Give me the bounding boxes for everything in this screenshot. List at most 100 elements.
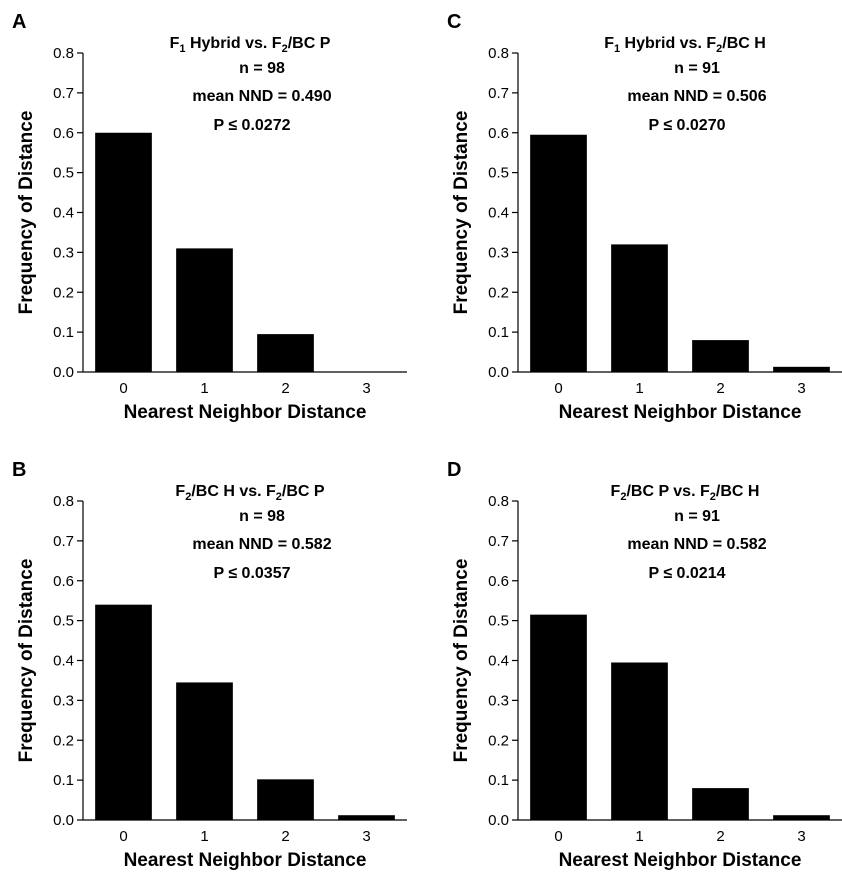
bar-2 xyxy=(692,340,749,372)
annotation-mean-nnd: mean NND = 0.582 xyxy=(192,536,331,553)
x-tick-label: 3 xyxy=(797,380,805,397)
title-subscript: 1 xyxy=(179,43,185,55)
y-tick-label: 0.0 xyxy=(53,364,74,381)
annotation-n: n = 98 xyxy=(239,60,285,77)
y-tick-label: 0.5 xyxy=(53,613,74,630)
title-text: /BC P xyxy=(288,35,331,52)
y-tick-label: 0.8 xyxy=(53,45,74,62)
bar-3 xyxy=(338,815,395,820)
title-text: F xyxy=(604,35,614,52)
y-tick-label: 0.4 xyxy=(53,205,74,222)
title-text: Hybrid vs. F xyxy=(620,35,716,52)
y-tick-label: 0.7 xyxy=(53,533,74,550)
panel-letter: B xyxy=(12,459,26,481)
y-tick-label: 0.1 xyxy=(488,772,509,789)
y-tick-label: 0.2 xyxy=(53,284,74,301)
chart-title: F2/BC P vs. F2/BC H xyxy=(611,483,760,503)
title-text: F xyxy=(611,483,621,500)
y-axis-title: Frequency of Distance xyxy=(16,111,37,315)
title-text: /BC H xyxy=(722,35,766,52)
y-tick-label: 0.6 xyxy=(53,125,74,142)
annotation-mean-nnd: mean NND = 0.506 xyxy=(627,88,766,105)
x-tick-label: 3 xyxy=(797,828,805,845)
title-subscript: 2 xyxy=(185,491,191,503)
y-tick-label: 0.7 xyxy=(488,533,509,550)
x-tick-label: 1 xyxy=(200,828,208,845)
y-axis-title: Frequency of Distance xyxy=(451,559,472,763)
y-tick-label: 0.4 xyxy=(488,205,509,222)
y-tick-label: 0.6 xyxy=(488,125,509,142)
title-subscript: 2 xyxy=(282,43,288,55)
y-tick-label: 0.6 xyxy=(53,573,74,590)
x-axis-title: Nearest Neighbor Distance xyxy=(124,850,367,871)
title-subscript: 2 xyxy=(276,491,282,503)
x-tick-label: 0 xyxy=(119,380,127,397)
chart-panel-b: B F2/BC H vs. F2/BC P n = 98 mean NND = 0.5… xyxy=(12,459,407,871)
bar-2 xyxy=(692,788,749,820)
bar-2 xyxy=(257,779,314,820)
x-axis-title: Nearest Neighbor Distance xyxy=(559,850,802,871)
bar-1 xyxy=(176,682,233,820)
title-subscript: 2 xyxy=(710,491,716,503)
x-tick-label: 3 xyxy=(362,828,370,845)
bar-0 xyxy=(530,614,587,820)
annotation-n: n = 98 xyxy=(239,508,285,525)
annotation-mean-nnd: mean NND = 0.582 xyxy=(627,536,766,553)
y-tick-label: 0.1 xyxy=(53,324,74,341)
chart-title: F2/BC H vs. F2/BC P xyxy=(175,483,325,503)
y-tick-label: 0.2 xyxy=(53,732,74,749)
title-text: /BC P xyxy=(282,483,325,500)
annotation-n: n = 91 xyxy=(674,60,720,77)
panel-letter: C xyxy=(447,11,461,33)
y-axis-title: Frequency of Distance xyxy=(451,111,472,315)
y-tick-label: 0.5 xyxy=(488,613,509,630)
y-tick-label: 0.3 xyxy=(53,692,74,709)
x-tick-label: 0 xyxy=(554,380,562,397)
title-text: F xyxy=(175,483,185,500)
bar-0 xyxy=(95,604,152,820)
title-subscript: 1 xyxy=(614,43,620,55)
y-tick-label: 0.3 xyxy=(53,244,74,261)
y-tick-label: 0.0 xyxy=(488,812,509,829)
title-subscript: 2 xyxy=(716,43,722,55)
bar-3 xyxy=(773,815,830,820)
annotation-p-value: P ≤ 0.0214 xyxy=(649,565,726,582)
title-subscript: 2 xyxy=(620,491,626,503)
x-tick-label: 3 xyxy=(362,380,370,397)
annotation-p-value: P ≤ 0.0357 xyxy=(214,565,291,582)
y-tick-label: 0.3 xyxy=(488,244,509,261)
title-text: /BC P vs. F xyxy=(626,483,710,500)
panel-letter: A xyxy=(12,11,26,33)
y-tick-label: 0.1 xyxy=(53,772,74,789)
chart-title: F1 Hybrid vs. F2/BC H xyxy=(604,35,766,55)
y-tick-label: 0.8 xyxy=(488,493,509,510)
x-tick-label: 2 xyxy=(716,828,724,845)
bar-0 xyxy=(95,132,152,372)
y-tick-label: 0.2 xyxy=(488,732,509,749)
bar-0 xyxy=(530,134,587,372)
y-tick-label: 0.2 xyxy=(488,284,509,301)
x-tick-label: 0 xyxy=(119,828,127,845)
y-tick-label: 0.4 xyxy=(53,653,74,670)
panel-letter: D xyxy=(447,459,461,481)
x-tick-label: 1 xyxy=(635,828,643,845)
chart-title: F1 Hybrid vs. F2/BC P xyxy=(170,35,331,55)
y-axis-title: Frequency of Distance xyxy=(16,559,37,763)
y-tick-label: 0.8 xyxy=(488,45,509,62)
y-tick-label: 0.3 xyxy=(488,692,509,709)
x-axis-title: Nearest Neighbor Distance xyxy=(559,402,802,423)
y-tick-label: 0.7 xyxy=(53,85,74,102)
title-text: /BC H xyxy=(716,483,760,500)
y-tick-label: 0.8 xyxy=(53,493,74,510)
bar-1 xyxy=(176,248,233,372)
y-tick-label: 0.4 xyxy=(488,653,509,670)
annotation-p-value: P ≤ 0.0272 xyxy=(214,117,291,134)
x-tick-label: 1 xyxy=(635,380,643,397)
bar-1 xyxy=(611,244,668,372)
y-tick-label: 0.5 xyxy=(53,165,74,182)
y-tick-label: 0.0 xyxy=(488,364,509,381)
y-tick-label: 0.5 xyxy=(488,165,509,182)
